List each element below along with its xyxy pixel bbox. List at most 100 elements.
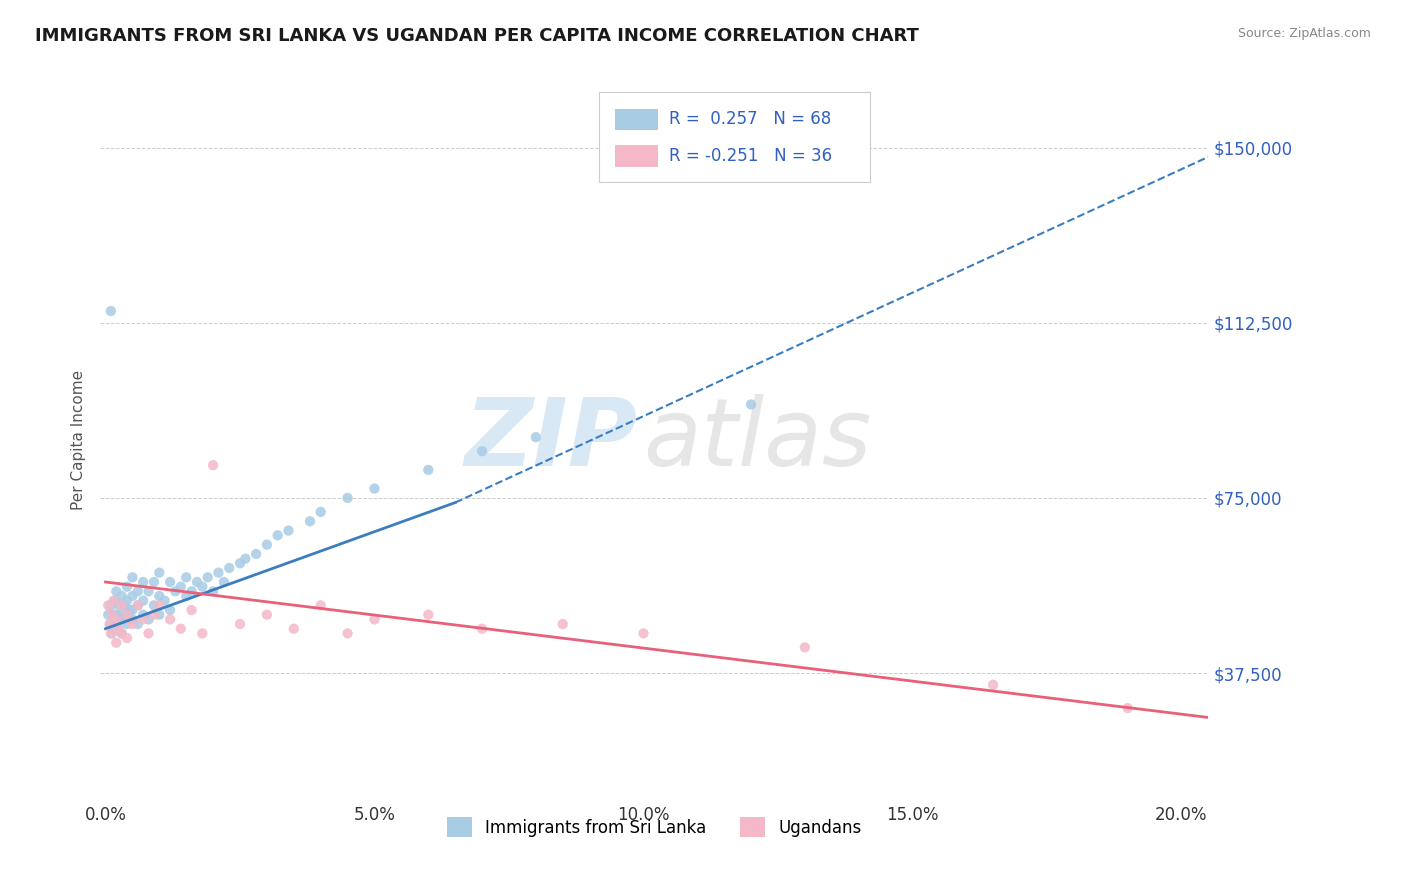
Point xyxy=(633,626,655,640)
Point xyxy=(551,617,574,632)
FancyBboxPatch shape xyxy=(599,92,870,183)
Point xyxy=(111,607,134,622)
Point xyxy=(121,617,143,632)
Point xyxy=(148,599,170,613)
Point xyxy=(256,538,278,552)
Point xyxy=(127,617,149,632)
Point xyxy=(471,622,494,636)
Point xyxy=(111,626,134,640)
Text: R = -0.251   N = 36: R = -0.251 N = 36 xyxy=(669,146,832,165)
Point xyxy=(132,612,155,626)
Point xyxy=(111,626,134,640)
Point xyxy=(277,524,299,538)
Point xyxy=(115,580,138,594)
Point xyxy=(153,593,176,607)
Point xyxy=(471,444,494,458)
Point xyxy=(229,617,252,632)
Point xyxy=(191,580,214,594)
Point xyxy=(159,612,181,626)
Point xyxy=(218,561,240,575)
Point xyxy=(174,570,197,584)
Point xyxy=(202,458,225,473)
Point xyxy=(115,593,138,607)
Point xyxy=(180,584,202,599)
Point xyxy=(132,593,155,607)
Point xyxy=(103,593,125,607)
Point xyxy=(132,607,155,622)
Point xyxy=(229,557,252,571)
Point xyxy=(127,599,149,613)
Point xyxy=(197,570,219,584)
Point xyxy=(127,599,149,613)
Point xyxy=(121,603,143,617)
Bar xyxy=(616,145,658,167)
Point xyxy=(142,599,165,613)
Point xyxy=(142,607,165,622)
Point xyxy=(524,430,547,444)
Point xyxy=(202,584,225,599)
Point xyxy=(336,626,359,640)
Point xyxy=(100,599,122,613)
Point xyxy=(309,599,332,613)
Point xyxy=(1116,701,1139,715)
Point xyxy=(115,617,138,632)
Point xyxy=(266,528,288,542)
Point xyxy=(111,589,134,603)
Point xyxy=(212,574,235,589)
Point xyxy=(363,612,385,626)
Point xyxy=(105,636,128,650)
Point xyxy=(159,603,181,617)
Point xyxy=(115,607,138,622)
Text: IMMIGRANTS FROM SRI LANKA VS UGANDAN PER CAPITA INCOME CORRELATION CHART: IMMIGRANTS FROM SRI LANKA VS UGANDAN PER… xyxy=(35,27,920,45)
Bar xyxy=(616,109,658,130)
Point xyxy=(418,463,440,477)
Point xyxy=(100,304,122,318)
Point xyxy=(115,631,138,645)
Point xyxy=(115,607,138,622)
Point xyxy=(108,622,131,636)
Point xyxy=(245,547,267,561)
Point xyxy=(174,589,197,603)
Legend: Immigrants from Sri Lanka, Ugandans: Immigrants from Sri Lanka, Ugandans xyxy=(440,810,868,844)
Point xyxy=(100,626,122,640)
Point xyxy=(138,612,160,626)
Point xyxy=(97,599,120,613)
Point xyxy=(111,612,134,626)
Point xyxy=(170,580,193,594)
Point xyxy=(165,584,187,599)
Point xyxy=(121,589,143,603)
Point xyxy=(111,599,134,613)
Point xyxy=(142,574,165,589)
Text: Source: ZipAtlas.com: Source: ZipAtlas.com xyxy=(1237,27,1371,40)
Point xyxy=(186,574,208,589)
Point xyxy=(418,607,440,622)
Point xyxy=(98,617,121,632)
Point xyxy=(105,612,128,626)
Point xyxy=(159,574,181,589)
Point xyxy=(118,603,141,617)
Point xyxy=(283,622,305,636)
Point xyxy=(235,551,257,566)
Point xyxy=(108,599,131,613)
Point xyxy=(105,584,128,599)
Point xyxy=(740,397,762,411)
Point xyxy=(298,514,321,528)
Point xyxy=(112,599,135,613)
Point xyxy=(105,622,128,636)
Point xyxy=(363,482,385,496)
Point xyxy=(148,607,170,622)
Point xyxy=(148,566,170,580)
Point xyxy=(103,607,125,622)
Point xyxy=(138,584,160,599)
Point xyxy=(793,640,815,655)
Point xyxy=(104,593,127,607)
Point xyxy=(98,617,121,632)
Y-axis label: Per Capita Income: Per Capita Income xyxy=(72,369,86,509)
Point xyxy=(180,603,202,617)
Point xyxy=(97,607,120,622)
Point xyxy=(101,626,124,640)
Point xyxy=(138,626,160,640)
Point xyxy=(336,491,359,505)
Point xyxy=(127,584,149,599)
Point xyxy=(105,617,128,632)
